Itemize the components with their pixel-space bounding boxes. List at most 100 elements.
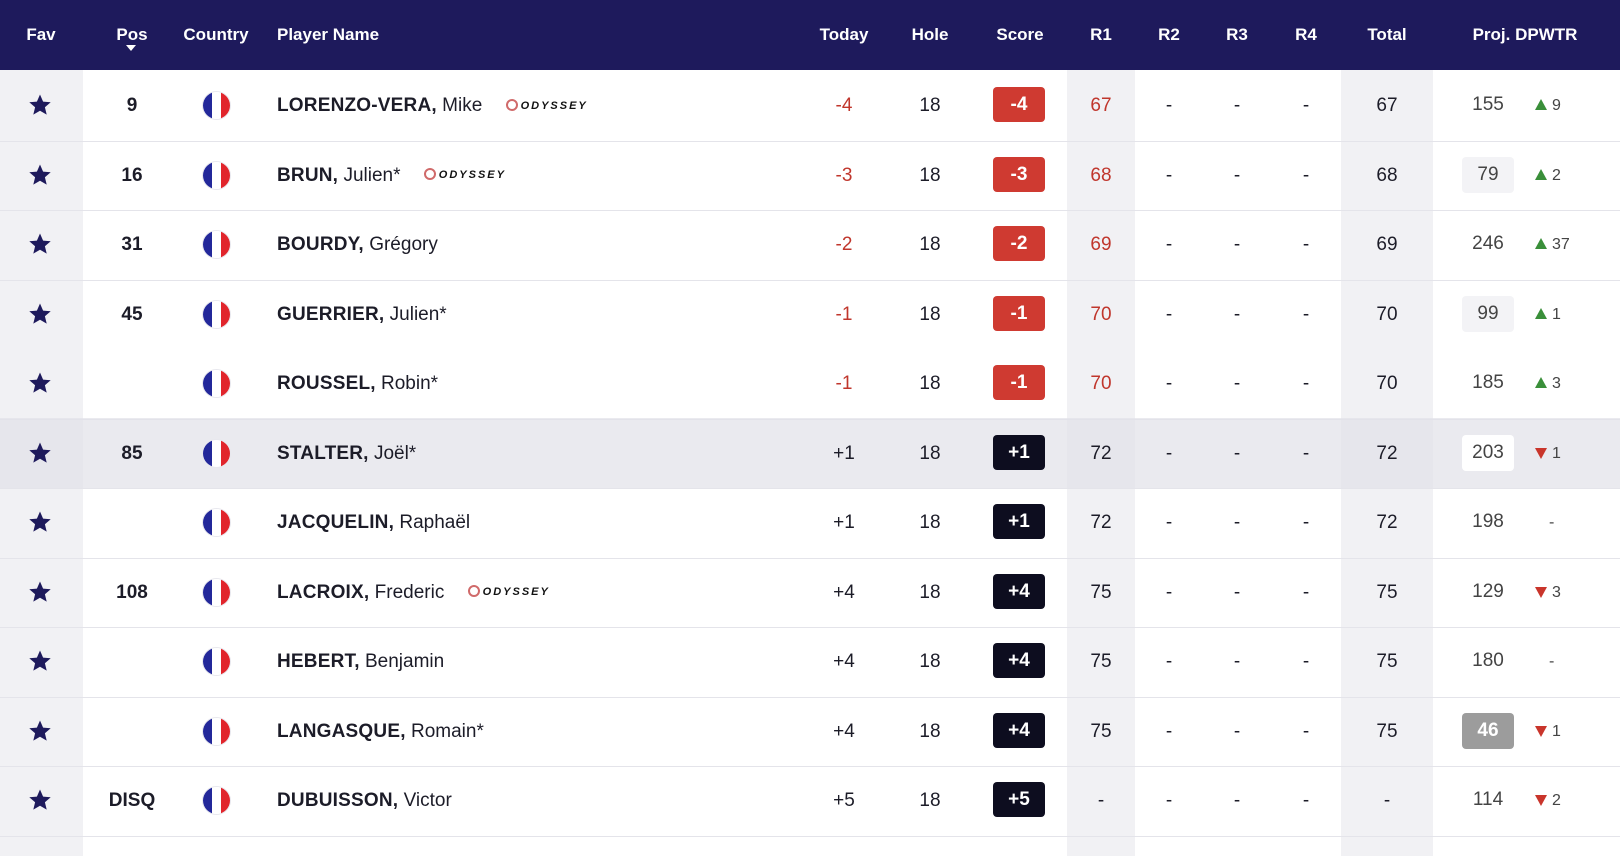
header-total[interactable]: Total xyxy=(1367,25,1407,44)
header-r4[interactable]: R4 xyxy=(1295,25,1317,44)
table-row[interactable]: DISQ DUBUISSON, Victor +5 18 +5 - - - - … xyxy=(0,765,1620,837)
round-1-score: 70 xyxy=(1090,373,1112,394)
header-r3[interactable]: R3 xyxy=(1226,25,1248,44)
round-2-score: - xyxy=(1165,95,1173,116)
total-score: 70 xyxy=(1376,373,1398,394)
favorite-star-icon[interactable] xyxy=(28,302,52,326)
table-row[interactable]: 108 LACROIX, Frederic ODYSSEY +4 18 +4 7… xyxy=(0,557,1620,628)
player-name[interactable]: HEBERT, Benjamin xyxy=(277,626,444,697)
table-row[interactable]: JACQUELIN, Raphaël +1 18 +1 72 - - - 72 … xyxy=(0,487,1620,559)
player-last-name: BOURDY, xyxy=(277,234,364,255)
score-badge: -4 xyxy=(993,87,1045,122)
player-name[interactable]: BRUN, Julien* ODYSSEY xyxy=(277,140,506,211)
projected-ranking: 129 xyxy=(1472,580,1504,602)
odyssey-logo-icon: ODYSSEY xyxy=(423,165,506,185)
header-player-name[interactable]: Player Name xyxy=(277,25,380,44)
header-r1[interactable]: R1 xyxy=(1090,25,1112,44)
round-3-score: - xyxy=(1233,373,1241,394)
odyssey-logo-icon: ODYSSEY xyxy=(467,582,550,602)
today-score: +4 xyxy=(833,651,855,672)
round-2-score: - xyxy=(1165,164,1173,186)
position xyxy=(106,348,158,419)
round-3-score: - xyxy=(1233,790,1241,811)
header-country[interactable]: Country xyxy=(183,25,249,44)
round-2-score: - xyxy=(1165,373,1173,394)
header-hole[interactable]: Hole xyxy=(911,25,949,44)
score-badge: +1 xyxy=(993,434,1045,470)
favorite-star-icon[interactable] xyxy=(28,232,52,256)
round-3-score: - xyxy=(1233,95,1241,116)
favorite-star-icon[interactable] xyxy=(28,719,52,743)
projected-ranking: 185 xyxy=(1472,372,1504,393)
round-4-score: - xyxy=(1302,164,1310,186)
table-row[interactable]: 16 BRUN, Julien* ODYSSEY -3 18 -3 68 - -… xyxy=(0,140,1620,211)
table-row[interactable]: ROUSSEL, Robin* -1 18 -1 70 - - - 70 185… xyxy=(0,348,1620,420)
round-4-score: - xyxy=(1302,651,1310,672)
france-flag-icon xyxy=(203,787,230,814)
header-r2[interactable]: R2 xyxy=(1158,25,1180,44)
player-name[interactable]: DUBUISSON, Victor xyxy=(277,765,452,836)
favorite-star-icon[interactable] xyxy=(28,441,52,465)
movement-arrow-icon xyxy=(1535,99,1547,110)
round-2-score: - xyxy=(1165,303,1173,325)
sort-caret-icon[interactable] xyxy=(126,45,136,51)
player-last-name: GUERRIER, xyxy=(277,303,385,325)
total-score: 75 xyxy=(1376,720,1398,742)
round-2-score: - xyxy=(1165,442,1173,464)
round-4-score: - xyxy=(1302,373,1310,394)
hole: 18 xyxy=(919,651,941,672)
favorite-star-icon[interactable] xyxy=(28,788,52,812)
table-row[interactable]: 85 STALTER, Joël* +1 18 +1 72 - - - 72 2… xyxy=(0,417,1620,489)
player-name[interactable]: GUERRIER, Julien* xyxy=(277,279,447,350)
position: 108 xyxy=(116,581,148,603)
today-score: +5 xyxy=(833,790,855,811)
hole: 18 xyxy=(919,720,941,742)
france-flag-icon xyxy=(203,439,230,467)
player-name[interactable]: STALTER, Joël* xyxy=(277,418,416,489)
favorite-star-icon[interactable] xyxy=(28,163,52,187)
header-today[interactable]: Today xyxy=(819,25,869,44)
projected-ranking: 246 xyxy=(1472,233,1504,254)
favorite-star-icon[interactable] xyxy=(28,93,52,117)
player-name[interactable]: BOURDY, Grégory xyxy=(277,209,438,280)
table-row[interactable]: 9 LORENZO-VERA, Mike ODYSSEY -4 18 -4 67… xyxy=(0,70,1620,142)
player-last-name: JACQUELIN, xyxy=(277,512,395,533)
table-row[interactable]: 45 GUERRIER, Julien* -1 18 -1 70 - - - 7… xyxy=(0,279,1620,351)
hole: 18 xyxy=(919,373,941,394)
favorite-star-icon[interactable] xyxy=(28,580,52,604)
player-name[interactable]: LANGASQUE, Romain* xyxy=(277,696,484,767)
header-score[interactable]: Score xyxy=(996,25,1044,44)
table-row[interactable]: 31 BOURDY, Grégory -2 18 -2 69 - - - 69 … xyxy=(0,209,1620,281)
projected-ranking: 198 xyxy=(1472,511,1504,532)
table-row[interactable]: LANGASQUE, Romain* +4 18 +4 75 - - - 75 … xyxy=(0,696,1620,767)
ranking-movement: 2 xyxy=(1535,765,1561,836)
player-name[interactable]: JACQUELIN, Raphaël xyxy=(277,487,470,558)
header-pos[interactable]: Pos xyxy=(116,25,148,44)
hole: 18 xyxy=(919,442,941,464)
favorite-star-icon[interactable] xyxy=(28,371,52,395)
round-1-score: 69 xyxy=(1090,234,1112,255)
movement-value: 1 xyxy=(1552,305,1561,323)
score-badge: -2 xyxy=(993,226,1045,261)
total-score: 72 xyxy=(1376,512,1398,533)
ranking-movement: 1 xyxy=(1535,279,1561,350)
projected-ranking: 46 xyxy=(1462,712,1514,749)
france-flag-icon xyxy=(203,648,230,675)
player-name[interactable]: LORENZO-VERA, Mike ODYSSEY xyxy=(277,70,588,141)
header-proj-dpwtr[interactable]: Proj. DPWTR xyxy=(1472,25,1578,44)
score-badge: -1 xyxy=(993,295,1045,331)
round-1-score: 75 xyxy=(1090,720,1112,742)
round-1-score: 75 xyxy=(1090,651,1112,672)
favorite-star-icon[interactable] xyxy=(28,510,52,534)
player-name[interactable]: LACROIX, Frederic ODYSSEY xyxy=(277,557,550,628)
france-flag-icon xyxy=(203,370,230,397)
player-name[interactable]: ROUSSEL, Robin* xyxy=(277,348,438,419)
round-4-score: - xyxy=(1302,442,1310,464)
movement-value: 37 xyxy=(1552,236,1570,253)
header-fav[interactable]: Fav xyxy=(26,25,56,44)
score-badge: -1 xyxy=(993,365,1045,400)
leaderboard-header: Fav Pos Country Player Name Today Hole S… xyxy=(0,0,1620,70)
round-1-score: 68 xyxy=(1090,164,1112,186)
favorite-star-icon[interactable] xyxy=(28,649,52,673)
table-row[interactable]: HEBERT, Benjamin +4 18 +4 75 - - - 75 18… xyxy=(0,626,1620,698)
